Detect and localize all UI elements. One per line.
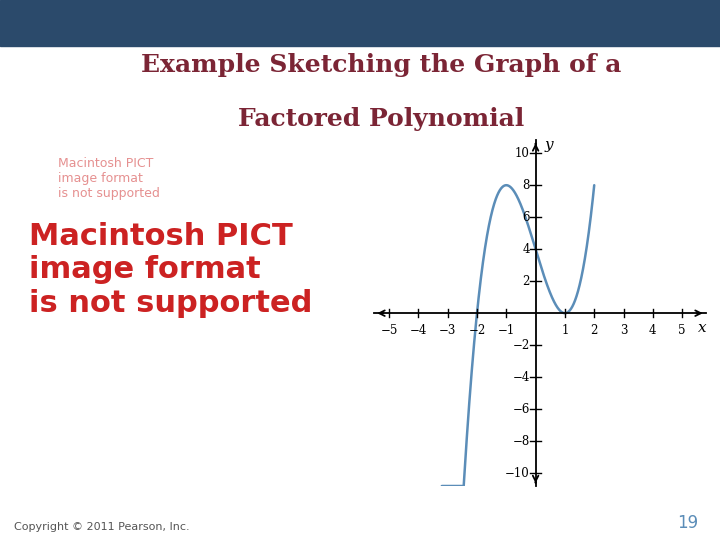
Text: 6: 6 — [522, 211, 530, 224]
Text: 1: 1 — [561, 325, 569, 338]
Text: −2: −2 — [468, 325, 485, 338]
Text: Copyright © 2011 Pearson, Inc.: Copyright © 2011 Pearson, Inc. — [14, 522, 190, 532]
Text: 3: 3 — [620, 325, 627, 338]
Text: −3: −3 — [439, 325, 456, 338]
Text: Macintosh PICT
image format
is not supported: Macintosh PICT image format is not suppo… — [29, 222, 312, 318]
Text: Factored Polynomial: Factored Polynomial — [238, 107, 525, 131]
Text: −4: −4 — [513, 370, 530, 384]
Text: 19: 19 — [678, 514, 698, 532]
Text: 4: 4 — [649, 325, 657, 338]
Text: Example Sketching the Graph of a: Example Sketching the Graph of a — [141, 53, 622, 77]
Text: x: x — [698, 321, 707, 335]
Text: −5: −5 — [380, 325, 397, 338]
Text: Macintosh PICT
image format
is not supported: Macintosh PICT image format is not suppo… — [58, 157, 159, 200]
Text: 10: 10 — [515, 147, 530, 160]
Text: −6: −6 — [513, 403, 530, 416]
Text: −8: −8 — [513, 435, 530, 448]
Text: 5: 5 — [678, 325, 686, 338]
Text: y: y — [544, 138, 553, 152]
Text: 2: 2 — [590, 325, 598, 338]
Text: −1: −1 — [498, 325, 515, 338]
Text: 8: 8 — [523, 179, 530, 192]
Text: 4: 4 — [522, 242, 530, 256]
Text: −4: −4 — [410, 325, 427, 338]
Text: −2: −2 — [513, 339, 530, 352]
Text: −10: −10 — [505, 467, 530, 480]
Text: 2: 2 — [523, 275, 530, 288]
